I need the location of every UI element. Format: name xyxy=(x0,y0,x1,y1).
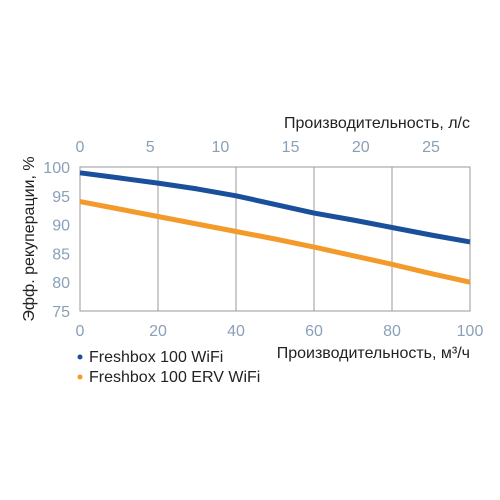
series-line-freshbox-100-wifi xyxy=(79,170,471,245)
y-tick-label-95: 95 xyxy=(52,189,70,206)
x2-tick-label-5: 5 xyxy=(146,139,155,156)
x-tick-label-60: 60 xyxy=(305,323,323,340)
x2-tick-label-15: 15 xyxy=(282,139,300,156)
y-tick-label-75: 75 xyxy=(52,304,70,321)
x2-tick-label-20: 20 xyxy=(352,139,370,156)
axis-layer: 0 20 40 60 80 100 0 5 10 15 20 25 75 80 85 90 95 100 xyxy=(43,139,483,340)
x2-tick-label-0: 0 xyxy=(76,139,85,156)
x2-tick-label-25: 25 xyxy=(422,139,440,156)
x-tick-label-100: 100 xyxy=(457,323,484,340)
x2-tick-label-10: 10 xyxy=(211,139,229,156)
series-layer xyxy=(79,170,471,285)
x-axis-title: Производительность, м³/ч xyxy=(277,345,470,362)
x-tick-label-20: 20 xyxy=(149,323,167,340)
grid-layer xyxy=(79,166,471,312)
y-tick-label-100: 100 xyxy=(43,160,70,177)
y-tick-label-85: 85 xyxy=(52,246,70,263)
x2-axis-title: Производительность, л/с xyxy=(284,115,470,132)
legend-label-freshbox-100-erv-wifi: Freshbox 100 ERV WiFi xyxy=(89,369,260,386)
legend-marker-freshbox-100-wifi xyxy=(77,354,83,360)
legend: Freshbox 100 WiFi Freshbox 100 ERV WiFi xyxy=(77,349,260,386)
y-tick-label-90: 90 xyxy=(52,218,70,235)
y-tick-label-80: 80 xyxy=(52,275,70,292)
y-axis-title: Эфф. рекуперации, % xyxy=(21,156,38,321)
legend-marker-freshbox-100-erv-wifi xyxy=(77,374,83,380)
x-tick-label-80: 80 xyxy=(383,323,401,340)
series-line-freshbox-100-erv-wifi xyxy=(79,199,471,285)
x-tick-label-0: 0 xyxy=(76,323,85,340)
x-tick-label-40: 40 xyxy=(227,323,245,340)
legend-label-freshbox-100-wifi: Freshbox 100 WiFi xyxy=(89,349,223,366)
